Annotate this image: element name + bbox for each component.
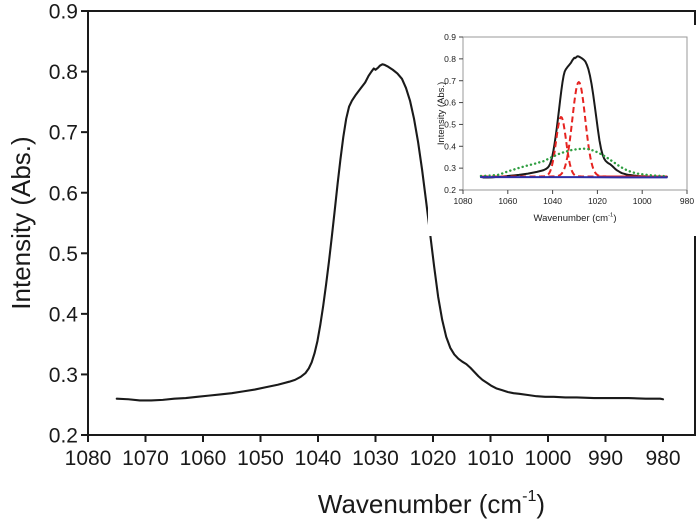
inset-deconvolved-broad-component-curve	[479, 147, 669, 178]
y-tick-label: 0.5	[444, 119, 456, 129]
y-tick-label: 0.3	[444, 163, 456, 173]
x-tick-label: 1060	[498, 196, 517, 206]
x-tick-label: 1030	[352, 447, 399, 470]
x-tick-label: 1040	[295, 447, 342, 470]
y-tick-label: 0.4	[49, 303, 79, 326]
y-axis-title: Intensity (Abs.)	[6, 136, 36, 309]
x-tick-label: 1050	[237, 447, 284, 470]
x-tick-label: 1020	[588, 196, 607, 206]
y-tick-label: 0.4	[444, 141, 456, 151]
x-axis-title: Wavenumber (cm-1)	[318, 487, 545, 519]
x-tick-label: 1060	[180, 447, 227, 470]
y-tick-label: 0.9	[444, 32, 456, 42]
y-tick-label: 0.3	[49, 364, 78, 387]
x-tick-label: 1040	[543, 196, 562, 206]
y-tick-label: 0.2	[49, 425, 78, 448]
inset-plot: 1080 1060 1040 1020 1000 980 0.9 0.8 0.7 0.6 0.5 0.…	[428, 25, 700, 236]
plot-frame	[462, 36, 688, 191]
x-tick-label: 1080	[454, 196, 473, 206]
y-tick-label: 0.6	[444, 98, 456, 108]
y-tick-label: 0.7	[49, 122, 78, 145]
x-tick-label: 990	[588, 447, 623, 470]
inset-background	[428, 25, 700, 236]
y-axis-title: Intensity (Abs.)	[436, 82, 447, 145]
x-tick-label: 1080	[65, 447, 112, 470]
x-tick-label: 1010	[467, 447, 514, 470]
y-tick-label: 0.5	[49, 243, 78, 266]
main-spectrum-curve	[115, 63, 665, 402]
y-tick-label: 0.8	[444, 54, 456, 64]
x-tick-label: 1070	[122, 447, 169, 470]
y-tick-label: 0.8	[49, 61, 78, 84]
x-tick-label: 1000	[633, 196, 652, 206]
y-tick-label: 0.6	[49, 182, 78, 205]
inset-measured-spectrum-curve	[482, 55, 668, 179]
x-tick-label: 980	[680, 196, 694, 206]
y-tick-label: 0.9	[49, 1, 78, 24]
x-tick-label: 980	[645, 447, 680, 470]
x-axis-title: Wavenumber (cm-1)	[533, 213, 616, 224]
main-plot: 1080 1070 1060 1050 1040 1030 1020 1010 1000 990 9…	[6, 1, 696, 519]
y-tick-label: 0.2	[444, 185, 456, 195]
x-tick-label: 1000	[525, 447, 572, 470]
x-tick-label: 1020	[410, 447, 457, 470]
y-tick-label: 0.7	[444, 76, 456, 86]
